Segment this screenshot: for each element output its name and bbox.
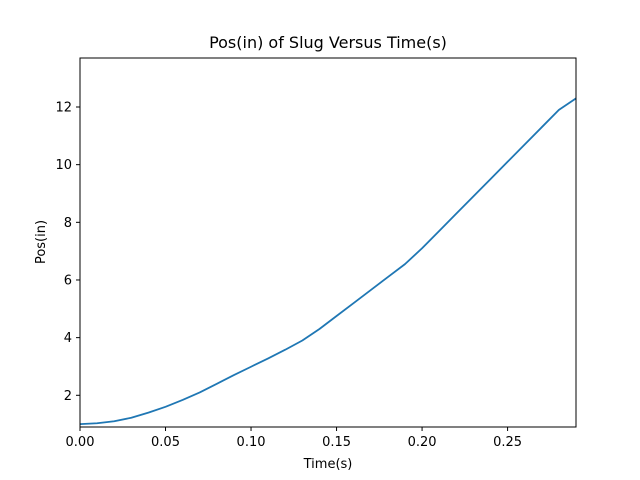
x-tick-label: 0.25: [493, 435, 522, 450]
x-tick-label: 0.10: [237, 435, 266, 450]
axes-frame: [79, 57, 577, 428]
x-tick-label: 0.05: [151, 435, 180, 450]
y-axis-label: Pos(in): [34, 220, 49, 264]
x-axis-ticks: 0.00 0.05 0.10 0.15 0.20 0.25: [66, 427, 522, 450]
x-tick-label: 0.20: [408, 435, 437, 450]
series-line: [79, 97, 577, 426]
y-tick-label: 10: [55, 158, 72, 173]
y-tick-label: 2: [64, 389, 72, 404]
y-tick-label: 6: [64, 273, 72, 288]
chart-title: Pos(in) of Slug Versus Time(s): [209, 33, 447, 52]
y-tick-label: 4: [64, 331, 72, 346]
plot-area: [79, 97, 577, 426]
y-axis-ticks: 2 4 6 8 10 12: [55, 101, 80, 404]
x-tick-label: 0.15: [322, 435, 351, 450]
y-tick-label: 12: [55, 101, 72, 116]
x-axis-label: Time(s): [303, 457, 353, 472]
y-tick-label: 8: [64, 216, 72, 231]
x-tick-label: 0.00: [66, 435, 95, 450]
